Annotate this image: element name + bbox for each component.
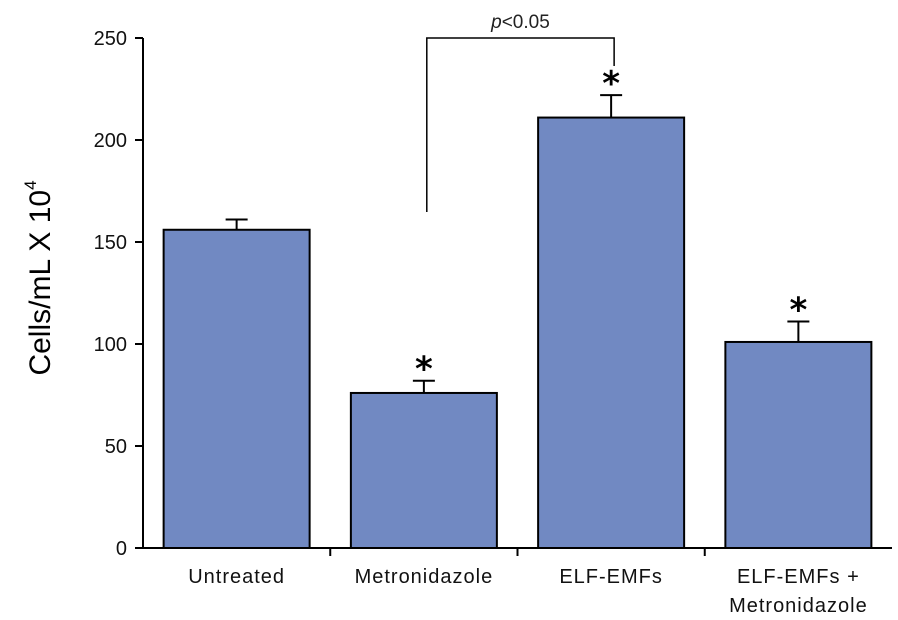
y-tick-label: 50 <box>105 436 127 458</box>
bar <box>537 116 686 549</box>
p-threshold: <0.05 <box>502 12 550 33</box>
y-tick-label: 200 <box>94 130 127 152</box>
svg-text:Cells/mL X 104: Cells/mL X 104 <box>21 180 57 375</box>
x-tick-label: Metronidazole <box>729 595 868 617</box>
y-tick-label: 150 <box>94 232 127 254</box>
plot-area: 0 50 100 150 200 250 Untreated * Metronidazole * E… <box>94 12 892 617</box>
y-tick-label: 250 <box>94 28 127 50</box>
y-tick-label: 100 <box>94 334 127 356</box>
y-axis-label: Cells/mL X 10 <box>24 190 57 376</box>
x-tick-label: ELF-EMFs + <box>737 566 860 588</box>
x-tick-label: ELF-EMFs <box>559 566 663 588</box>
y-axis-title: Cells/mL X 104 <box>21 180 57 375</box>
significance-star: * <box>415 350 433 390</box>
bar <box>162 228 311 549</box>
x-tick-label: Untreated <box>188 566 285 588</box>
significance-bracket <box>426 37 615 212</box>
bar <box>349 391 498 549</box>
bar <box>724 340 873 549</box>
significance-star: * <box>789 291 807 331</box>
y-axis-superscript: 4 <box>21 180 40 189</box>
significance-label: p<0.05 <box>490 12 550 33</box>
y-tick-label: 0 <box>116 538 127 560</box>
p-symbol: p <box>490 12 502 33</box>
significance-star: * <box>602 64 620 104</box>
x-tick-label: Metronidazole <box>355 566 494 588</box>
